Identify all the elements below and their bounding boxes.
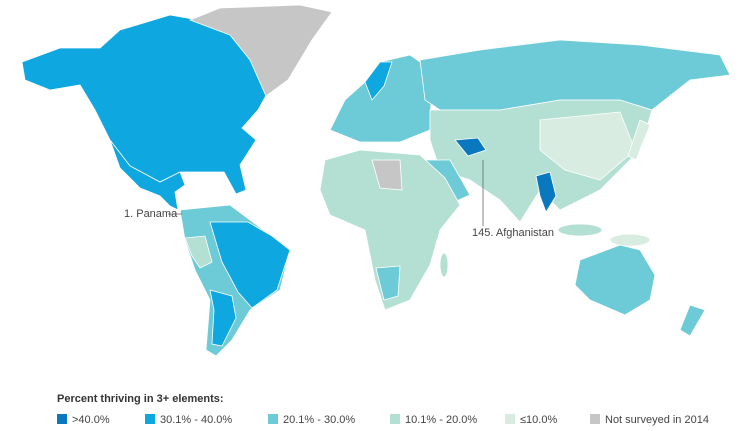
region bbox=[679, 304, 706, 337]
region bbox=[574, 244, 656, 316]
legend-label: >40.0% bbox=[72, 414, 110, 426]
legend-swatch bbox=[268, 414, 278, 424]
legend: >40.0% 30.1% - 40.0% 20.1% - 30.0% 10.1% - … bbox=[57, 414, 709, 426]
legend-label: Not surveyed in 2014 bbox=[605, 414, 709, 426]
region bbox=[109, 139, 186, 211]
region bbox=[439, 252, 449, 278]
region bbox=[364, 61, 393, 101]
region bbox=[209, 289, 237, 347]
annotation: 145. Afghanistan bbox=[472, 227, 554, 239]
region bbox=[627, 119, 651, 161]
region bbox=[609, 233, 651, 247]
legend-swatch bbox=[57, 414, 67, 424]
legend-swatch bbox=[145, 414, 155, 424]
legend-label: 20.1% - 30.0% bbox=[283, 414, 355, 426]
legend-label: 30.1% - 40.0% bbox=[160, 414, 232, 426]
region bbox=[454, 137, 487, 157]
legend-swatch bbox=[505, 414, 515, 424]
legend-title: Percent thriving in 3+ elements: bbox=[57, 393, 224, 405]
legend-label: ≤10.0% bbox=[520, 414, 557, 426]
legend-swatch bbox=[390, 414, 400, 424]
region bbox=[375, 265, 401, 301]
region bbox=[535, 171, 557, 213]
annotation: 1. Panama bbox=[124, 208, 178, 220]
region bbox=[371, 159, 403, 191]
region bbox=[188, 4, 333, 97]
region bbox=[557, 223, 603, 237]
legend-label: 10.1% - 20.0% bbox=[405, 414, 477, 426]
region bbox=[21, 14, 281, 195]
region bbox=[419, 39, 731, 111]
region bbox=[184, 235, 213, 269]
regions bbox=[21, 4, 731, 357]
legend-swatch bbox=[590, 414, 600, 424]
region bbox=[319, 149, 461, 311]
region bbox=[209, 221, 291, 309]
region bbox=[539, 111, 636, 181]
